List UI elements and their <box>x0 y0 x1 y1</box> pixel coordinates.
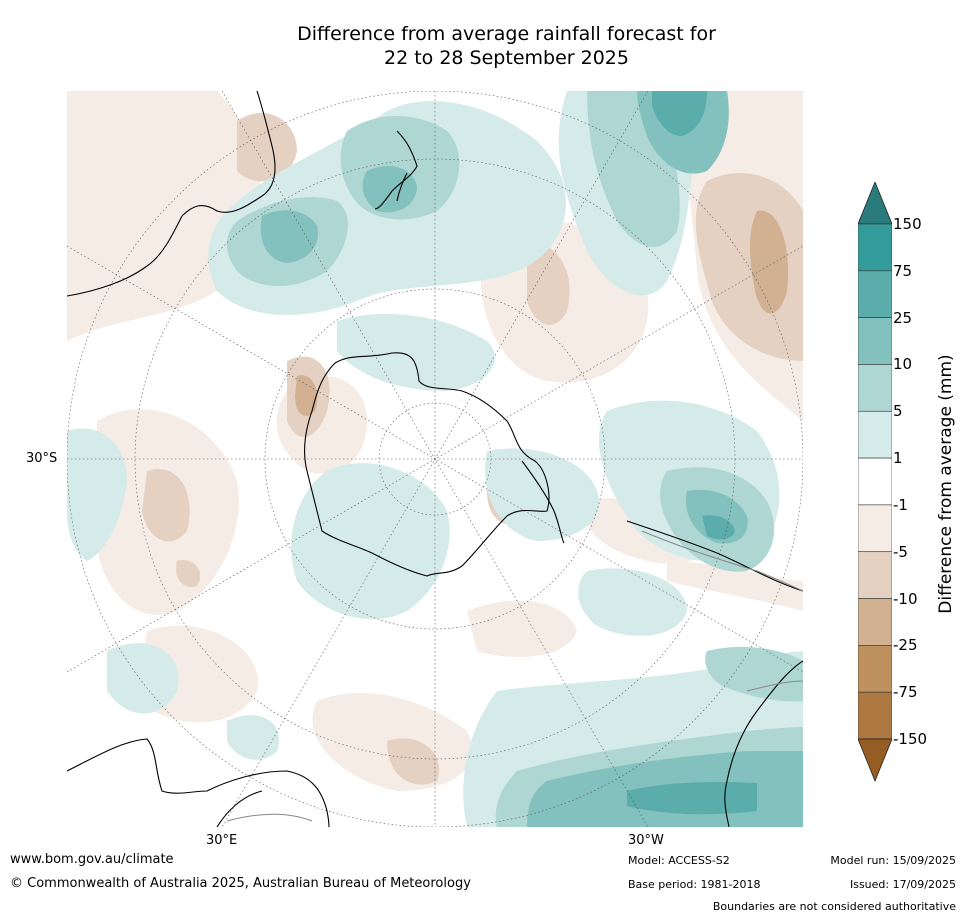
footer-copyright: © Commonwealth of Australia 2025, Austra… <box>10 876 471 891</box>
longitude-label-30e: 30°E <box>206 833 238 848</box>
footer-disclaimer: Boundaries are not considered authoritat… <box>712 900 956 913</box>
colorbar-tick-label: -1 <box>893 495 908 514</box>
colorbar-band <box>858 317 892 365</box>
colorbar-band <box>858 551 892 599</box>
colorbar-tick-label: 10 <box>893 355 913 374</box>
colorbar-tick-label: -25 <box>893 636 918 655</box>
colorbar-band <box>858 410 892 459</box>
footer-issued: Issued: 17/09/2025 <box>849 878 956 891</box>
rainfall-anomaly-map <box>67 91 803 827</box>
colorbar-tick-label: -150 <box>893 730 928 748</box>
longitude-label-30w: 30°W <box>628 833 664 848</box>
footer-base-period: Base period: 1981-2018 <box>628 878 761 891</box>
map-title-line1: Difference from average rainfall forecas… <box>297 23 716 45</box>
footer-model: Model: ACCESS-S2 <box>628 854 730 867</box>
colorbar-tick-label: 1 <box>893 449 903 468</box>
colorbar-tick-label: 150 <box>893 215 922 233</box>
colorbar-tick-label: -75 <box>893 683 918 702</box>
footer-model-run: Model run: 15/09/2025 <box>830 854 956 867</box>
colorbar-extend-bottom <box>858 738 892 782</box>
colorbar-title: Difference from average (mm) <box>936 354 956 614</box>
map-title-line2: 22 to 28 September 2025 <box>384 47 629 69</box>
colorbar-band <box>858 645 892 693</box>
colorbar-band <box>858 598 892 646</box>
colorbar-tick-label: 5 <box>893 402 903 421</box>
colorbar-band <box>858 504 892 553</box>
colorbar-tick-label: -5 <box>893 542 908 561</box>
colorbar-tick-label: 25 <box>893 308 913 327</box>
latitude-label-30s: 30°S <box>26 451 58 466</box>
colorbar-tick-label: -10 <box>893 589 918 608</box>
map-title: Difference from average rainfall forecas… <box>0 22 965 70</box>
footer-website: www.bom.gov.au/climate <box>10 852 174 867</box>
colorbar-band <box>858 270 892 318</box>
colorbar-band <box>858 691 892 740</box>
colorbar-band <box>858 223 892 272</box>
colorbar <box>858 182 892 782</box>
colorbar-extend-top <box>858 182 892 225</box>
colorbar-band <box>858 364 892 412</box>
colorbar-tick-label: 75 <box>893 261 913 280</box>
colorbar-band <box>858 457 892 506</box>
